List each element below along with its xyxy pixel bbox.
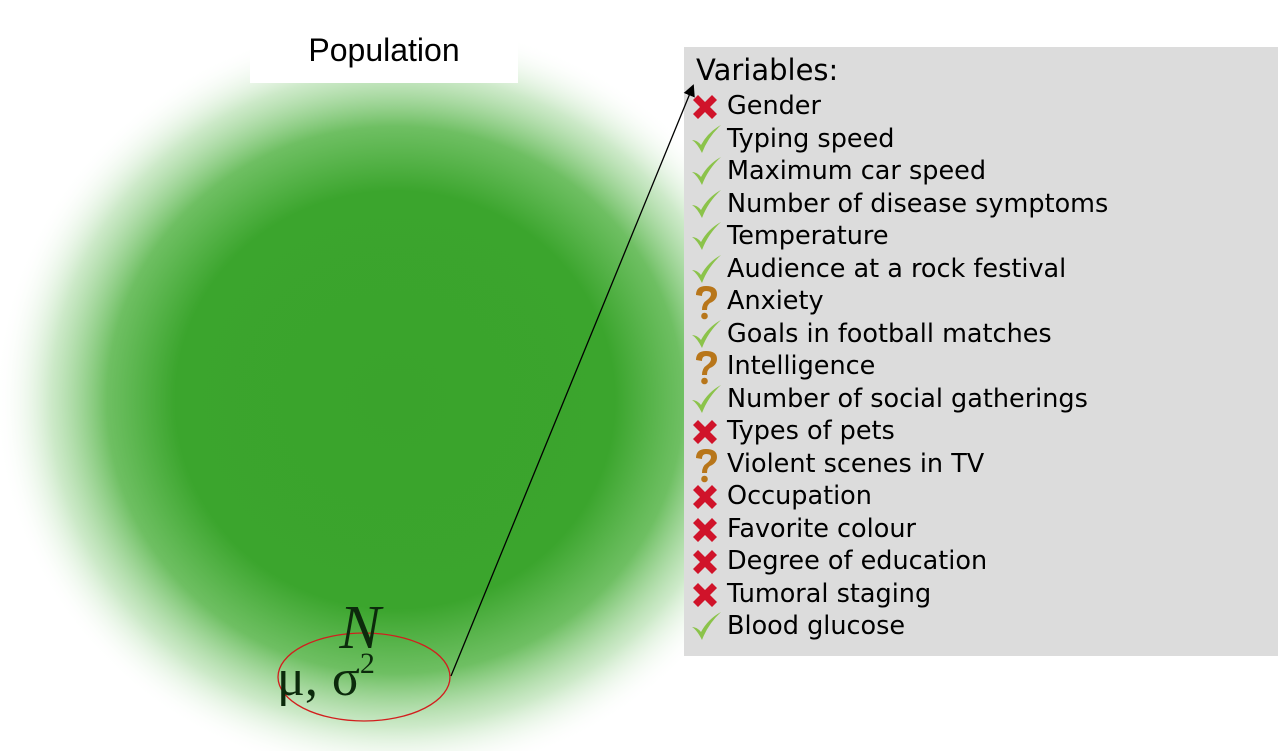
variable-label: Blood glucose: [727, 611, 906, 641]
distribution-parameters: μ, σ2: [277, 647, 375, 707]
variable-label: Violent scenes in TV: [727, 448, 985, 479]
variable-item: Maximum car speed: [684, 155, 1278, 187]
parameter-separator: ,: [305, 650, 318, 707]
variable-label: Intelligence: [727, 351, 876, 381]
variable-item: Number of disease symptoms: [684, 188, 1278, 220]
variable-label: Favorite colour: [727, 513, 916, 544]
variable-item: Temperature: [684, 220, 1278, 252]
check-icon: [692, 254, 721, 283]
variable-label: Audience at a rock festival: [727, 253, 1067, 284]
variable-label: Types of pets: [727, 416, 895, 446]
sigma-symbol: σ: [332, 650, 360, 707]
variable-item: Anxiety: [684, 285, 1278, 320]
variable-item: Degree of education: [684, 545, 1278, 577]
variable-label: Typing speed: [727, 123, 895, 154]
variable-item: Favorite colour: [684, 513, 1278, 545]
check-icon: [692, 612, 721, 640]
check-icon: [692, 157, 721, 185]
variable-label: Number of disease symptoms: [727, 188, 1109, 219]
variable-label: Anxiety: [727, 286, 824, 316]
variable-label: Maximum car speed: [727, 156, 987, 186]
question-icon: [696, 351, 717, 385]
variable-label: Gender: [727, 91, 821, 121]
cross-icon: [693, 517, 717, 542]
mu-symbol: μ: [277, 650, 305, 707]
check-icon: [692, 384, 721, 413]
cross-icon: [693, 95, 717, 119]
sigma-exponent: 2: [360, 647, 375, 680]
variables-header: Variables:: [696, 53, 839, 87]
parameter-highlight-ellipse: [277, 632, 451, 722]
variable-label: Tumoral staging: [727, 578, 932, 609]
cross-icon: [693, 420, 717, 444]
variable-label: Degree of education: [727, 546, 988, 576]
variable-label: Temperature: [727, 221, 889, 251]
variable-item: Gender: [684, 90, 1278, 122]
check-icon: [692, 222, 721, 250]
variable-item: Violent scenes in TV: [684, 448, 1278, 482]
question-icon: [696, 286, 717, 320]
population-title-box: Population: [250, 18, 518, 83]
variable-item: Blood glucose: [684, 610, 1278, 642]
variable-label: Occupation: [727, 481, 872, 511]
check-icon: [692, 189, 721, 218]
variable-label: Number of social gatherings: [727, 383, 1088, 414]
variables-panel: Variables: Gender Typing speed Maximum car…: [684, 47, 1278, 656]
check-icon: [692, 319, 721, 348]
variable-label: Goals in football matches: [727, 318, 1052, 349]
variable-item: Typing speed: [684, 123, 1278, 155]
connector-arrow: [450, 84, 695, 677]
variable-item: Types of pets: [684, 415, 1278, 447]
cross-icon: [693, 582, 717, 607]
variable-item: Audience at a rock festival: [684, 253, 1278, 285]
population-blob: [0, 20, 795, 751]
cross-icon: [693, 550, 717, 574]
variable-item: Intelligence: [684, 350, 1278, 385]
variable-item: Tumoral staging: [684, 578, 1278, 610]
variable-item: Occupation: [684, 480, 1278, 512]
cross-icon: [693, 485, 717, 509]
normal-distribution-symbol: N: [338, 594, 384, 662]
question-icon: [696, 448, 717, 482]
variable-item: Goals in football matches: [684, 318, 1278, 350]
check-icon: [692, 124, 721, 153]
variable-item: Number of social gatherings: [684, 383, 1278, 415]
population-label: Population: [308, 32, 460, 68]
